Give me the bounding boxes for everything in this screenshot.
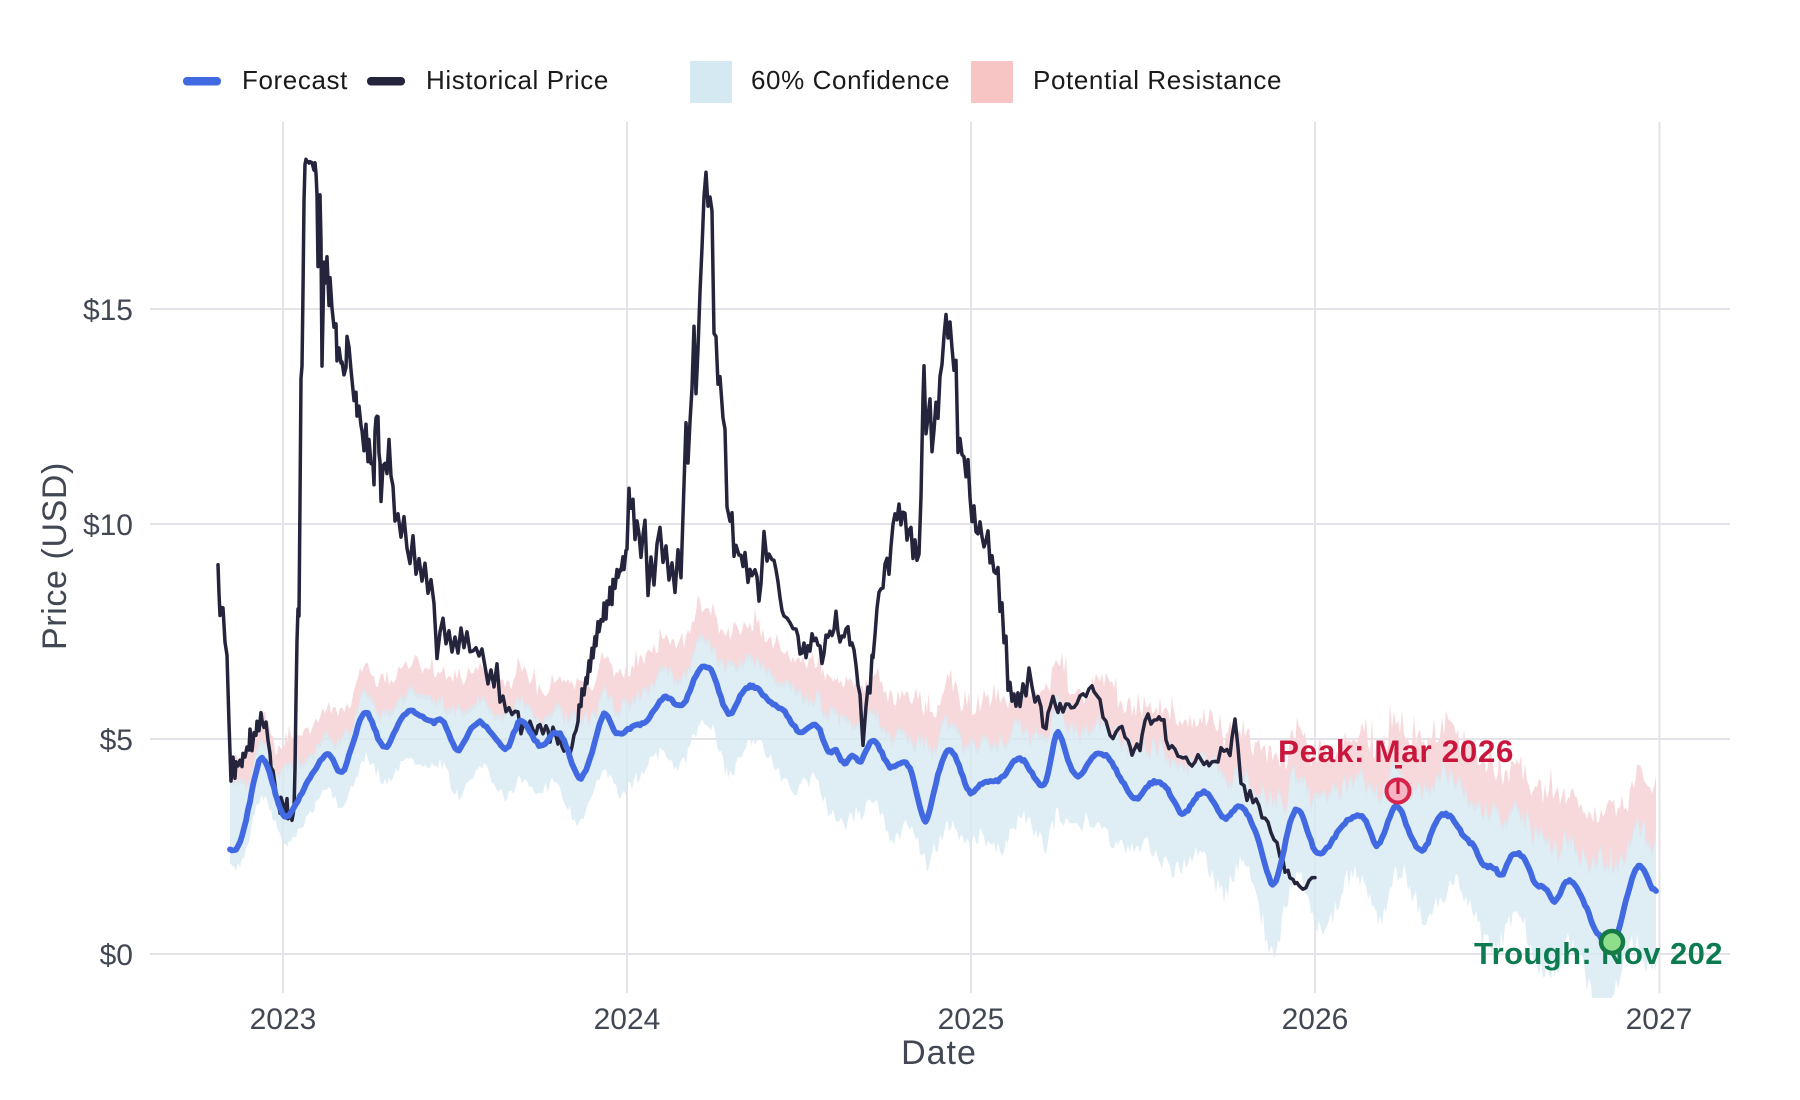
svg-text:Price (USD): Price (USD) bbox=[36, 462, 74, 650]
svg-text:Forecast: Forecast bbox=[242, 65, 348, 95]
svg-text:Peak: Mar 2026: Peak: Mar 2026 bbox=[1278, 733, 1514, 769]
svg-text:2025: 2025 bbox=[938, 1003, 1005, 1036]
svg-text:Potential Resistance: Potential Resistance bbox=[1033, 65, 1282, 95]
svg-text:$15: $15 bbox=[83, 294, 133, 327]
svg-text:Trough: Nov 202: Trough: Nov 202 bbox=[1474, 936, 1723, 971]
svg-text:Historical Price: Historical Price bbox=[426, 65, 609, 95]
svg-text:2024: 2024 bbox=[594, 1003, 661, 1036]
svg-text:$5: $5 bbox=[100, 724, 133, 757]
svg-text:$0: $0 bbox=[100, 939, 133, 972]
svg-text:2023: 2023 bbox=[250, 1003, 317, 1036]
svg-text:Date: Date bbox=[901, 1034, 977, 1072]
svg-text:$10: $10 bbox=[83, 509, 133, 542]
svg-text:2026: 2026 bbox=[1282, 1003, 1349, 1036]
svg-text:2027: 2027 bbox=[1626, 1003, 1693, 1036]
svg-text:60% Confidence: 60% Confidence bbox=[751, 65, 950, 95]
